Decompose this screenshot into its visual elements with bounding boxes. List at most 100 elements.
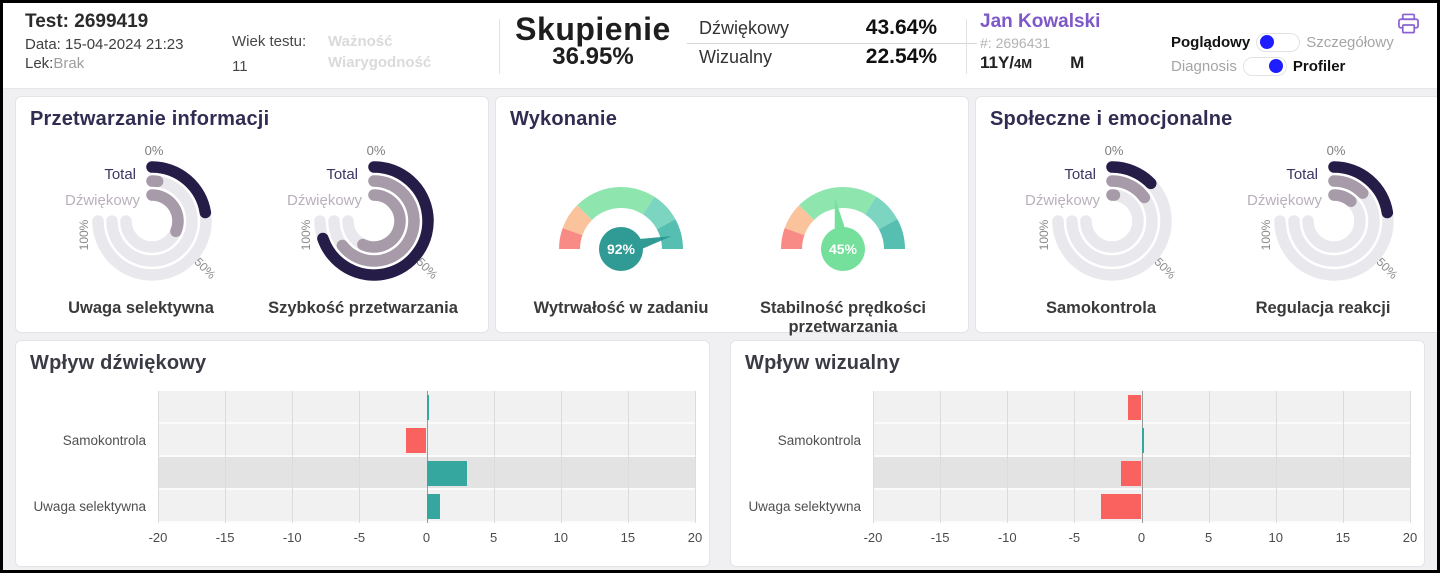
x-axis-tick: -10 (997, 530, 1017, 545)
view-mode-switch[interactable] (1256, 33, 1301, 52)
focus-visual-label: Wizualny (699, 47, 773, 67)
x-axis-tick: 0 (422, 530, 431, 545)
panel-sound-impact: Wpływ dźwiękowy Samokontrola Uwaga selekt… (15, 340, 710, 567)
chart-caption: Wytrwałość w zadaniu (533, 299, 709, 317)
gridline (1342, 391, 1344, 523)
test-id: Test: 2699419 (25, 11, 149, 32)
y-axis-label (745, 457, 873, 490)
toggle-row-report-type: Diagnosis Profiler (1171, 57, 1394, 76)
gridline (225, 391, 227, 523)
svg-text:100%: 100% (77, 219, 91, 250)
printer-icon (1398, 13, 1419, 34)
x-axis-tick: 10 (553, 530, 568, 545)
bar-chart-y-labels: Samokontrola Uwaga selektywna (745, 391, 873, 549)
patient-age-years: 11Y/ (980, 53, 1015, 72)
toggle-label-szczegolowy[interactable]: Szczegółowy (1306, 34, 1394, 51)
bar (1128, 395, 1142, 420)
toggle-label-profiler[interactable]: Profiler (1292, 58, 1346, 75)
focus-breakdown: Dźwiękowy 43.64% Wizualny 22.54% (687, 13, 977, 72)
bar (1141, 428, 1144, 453)
svg-text:Dźwiękowy: Dźwiękowy (287, 192, 363, 209)
bar (1121, 461, 1142, 486)
patient-name: Jan Kowalski (980, 11, 1101, 32)
reliability-label: Wiarygodność (328, 54, 432, 71)
gridline (1208, 391, 1210, 523)
y-axis-label: Uwaga selektywna (748, 499, 861, 514)
report-type-switch[interactable] (1242, 57, 1287, 76)
panel-execution: Wykonanie 92% Wytrwałość w zadaniu 45% S… (495, 96, 969, 336)
x-axis: -20 -15 -10 -5 0 5 10 15 20 (149, 525, 703, 549)
y-axis-label (745, 391, 873, 424)
toggle-row-view-mode: Poglądowy Szczegółowy (1171, 33, 1394, 52)
bar-chart-visual-impact: Samokontrola Uwaga selektywna -20 -15 -10 -5 0… (745, 391, 1418, 549)
svg-text:Dźwiękowy: Dźwiękowy (1025, 192, 1101, 209)
chart-caption: Uwaga selektywna (68, 299, 214, 317)
test-age-label: Wiek testu: (232, 33, 307, 50)
svg-text:92%: 92% (607, 241, 636, 257)
gauge-chart-wytrwalosc: 92% Wytrwałość w zadaniu (510, 133, 732, 337)
x-axis-tick: -20 (148, 530, 168, 545)
medication-label: Lek: (25, 55, 54, 72)
focus-summary: Skupienie 36.95% Dźwiękowy 43.64% Wizual… (513, 13, 977, 72)
panel-processing-title: Przetwarzanie informacji (30, 108, 270, 130)
focus-row-sound: Dźwiękowy 43.64% (687, 15, 977, 44)
chart-caption: Stabilność prędkości przetwarzania (760, 299, 926, 336)
focus-visual-value: 22.54% (865, 45, 937, 68)
x-axis-tick: 15 (1335, 530, 1351, 545)
gauge-chart-stabilnosc: 45% Stabilność prędkości przetwarzania (732, 133, 954, 337)
svg-text:Total: Total (326, 166, 358, 183)
svg-text:Total: Total (104, 166, 136, 183)
y-axis-label: Uwaga selektywna (33, 499, 146, 514)
y-axis-label: Samokontrola (777, 433, 861, 448)
patient-sex: M (1070, 53, 1085, 72)
test-age-value: 11 (232, 58, 248, 75)
radial-chart-canvas: 0% Total Dźwiękowy 100% 50% (252, 133, 474, 298)
focus-row-visual: Wizualny 22.54% (687, 44, 977, 72)
radial-chart-szybkosc-przetwarzania: 0% Total Dźwiękowy 100% 50% Szybkość przetwa… (252, 133, 474, 318)
switch-knob (1268, 59, 1283, 73)
panel-social-title: Społeczne i emocjonalne (990, 108, 1233, 130)
svg-text:0%: 0% (367, 143, 386, 158)
medication-value: Brak (53, 55, 85, 72)
bar (426, 461, 467, 486)
bar-chart-plot-area (158, 391, 696, 523)
x-axis-tick: -20 (863, 530, 883, 545)
zero-line (1141, 391, 1143, 523)
chart-caption: Samokontrola (1045, 299, 1157, 317)
svg-text:0%: 0% (1105, 143, 1124, 158)
impact-panels-row: Wpływ dźwiękowy Samokontrola Uwaga selekt… (15, 340, 1425, 567)
toggle-label-diagnosis[interactable]: Diagnosis (1171, 58, 1237, 75)
test-medication: Lek:Brak (25, 55, 183, 72)
patient-id: #: 2696431 (980, 35, 1051, 51)
gridline (940, 391, 942, 523)
panel-sound-impact-title: Wpływ dźwiękowy (30, 352, 207, 374)
x-axis-tick: -10 (282, 530, 302, 545)
radial-chart-regulacja-reakcji: 0% Total Dźwiękowy 100% 50% Regulacja reakcj… (1212, 133, 1434, 318)
focus-title: Skupienie (515, 11, 671, 47)
bar-chart-plot-area (873, 391, 1411, 523)
dashboard-body: Przetwarzanie informacji 0% Total Dźwiękow… (3, 90, 1437, 567)
x-axis: -20 -15 -10 -5 0 5 10 15 20 (864, 525, 1418, 549)
x-axis-tick: 20 (687, 530, 703, 545)
gauge-chart-canvas: 92% (510, 133, 732, 298)
test-date: Data: 15-04-2024 21:23 (25, 36, 184, 53)
svg-text:100%: 100% (299, 219, 313, 250)
panel-visual-impact: Wpływ wizualny Samokontrola Uwaga selekty… (730, 340, 1425, 567)
svg-text:100%: 100% (1259, 219, 1273, 250)
patient-age-months: 4M (1014, 56, 1033, 71)
toggle-label-pogladowy[interactable]: Poglądowy (1171, 34, 1251, 51)
panel-processing-charts: 0% Total Dźwiękowy 100% 50% Uwaga selektywna… (30, 133, 474, 318)
gridline (1275, 391, 1277, 523)
gridline (560, 391, 562, 523)
patient-age-sex: 11Y/4M M (980, 53, 1100, 73)
bar (426, 494, 440, 519)
radial-chart-samokontrola: 0% Total Dźwiękowy 100% 50% Samokontrola (990, 133, 1212, 318)
print-button[interactable] (1397, 13, 1420, 40)
panel-execution-title: Wykonanie (510, 108, 618, 130)
radial-chart-canvas: 0% Total Dźwiękowy 100% 50% (30, 133, 252, 298)
panel-social-charts: 0% Total Dźwiękowy 100% 50% Samokontrola 0% T… (990, 133, 1434, 318)
radial-chart-uwaga-selektywna: 0% Total Dźwiękowy 100% 50% Uwaga selektywna (30, 133, 252, 318)
header-divider (499, 19, 500, 74)
panel-social-emotional: Społeczne i emocjonalne 0% Total Dźwiękowy… (975, 96, 1437, 333)
svg-text:0%: 0% (145, 143, 164, 158)
